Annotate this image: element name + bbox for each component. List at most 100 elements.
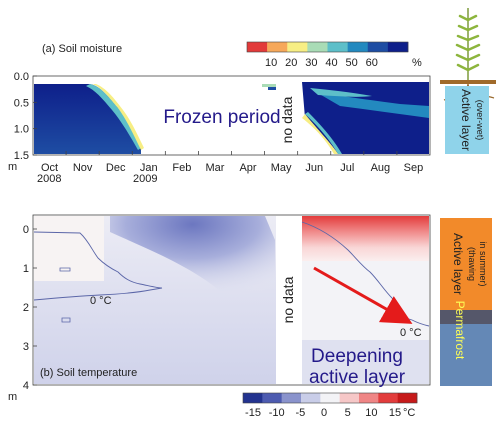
panel-soil-temperature: 0 °C 0 °C no data Deepening active layer…: [8, 214, 431, 419]
nodata-a-label: no data: [279, 96, 295, 143]
temperature-colorbar: -15 -10 -5 0 5 10 15 °C: [242, 392, 418, 419]
deepening-label-1: Deepening: [311, 346, 403, 367]
moisture-colorbar-swatch: [267, 42, 288, 52]
temperature-colorbar-tick: -15: [245, 407, 261, 419]
month-label: Jun: [305, 162, 323, 174]
panel-a-ylabel: m: [8, 161, 17, 173]
month-label: Sep: [404, 162, 424, 174]
temp-right-warm-top: [302, 216, 429, 261]
moisture-right-edge2: [305, 112, 342, 154]
temperature-colorbar-unit: °C: [403, 407, 415, 419]
moisture-left-fringe: [86, 84, 141, 150]
moisture-colorbar-tick: 30: [305, 57, 317, 69]
moisture-may-patch: [262, 84, 276, 87]
permafrost-label: Permafrost: [453, 301, 467, 360]
active-layer-top-note: (over-wet): [475, 100, 485, 141]
y-tick-label-b: 1: [23, 263, 29, 275]
moisture-right-edge: [302, 114, 338, 154]
temperature-colorbar-frame: [242, 392, 418, 404]
temperature-colorbar-swatch: [339, 393, 360, 403]
active-layer-bottom-note-2: in summer): [478, 241, 488, 286]
temperature-colorbar-swatch: [359, 393, 379, 403]
month-label: Apr: [239, 162, 256, 174]
month-label: Jul: [340, 162, 354, 174]
moisture-colorbar-swatch: [327, 42, 348, 52]
moisture-left-region: [34, 84, 141, 154]
month-label: Jan: [140, 162, 158, 174]
active-layer-bottom-box: [440, 218, 492, 310]
moisture-colorbar-swatch: [347, 42, 369, 52]
moisture-colorbar-tick: 10: [265, 57, 277, 69]
y-tick-label-b: 3: [23, 341, 29, 353]
zero-contour-left: [33, 231, 163, 301]
moisture-may-patch-2: [268, 87, 276, 90]
moisture-colorbar: 10 20 30 40 50 60%: [246, 41, 422, 69]
moisture-colorbar-tick: 50: [346, 57, 358, 69]
month-label: Dec: [106, 162, 126, 174]
month-label: Aug: [371, 162, 391, 174]
panel-a-y-axis: 0.0 0.5 1.0 1.5: [14, 71, 37, 162]
zero-contour-dot: [61, 317, 71, 323]
temperature-colorbar-swatch: [281, 393, 302, 403]
moisture-colorbar-swatch: [247, 42, 268, 52]
temperature-colorbar-tick: 10: [365, 407, 377, 419]
temperature-colorbar-tick: 0: [321, 407, 327, 419]
y-tick-label-a: 0.0: [14, 71, 29, 83]
deepening-label-2: active layer: [309, 367, 406, 388]
active-layer-top-label: Active layer: [459, 89, 473, 151]
moisture-colorbar-swatch: [367, 42, 389, 52]
zero-contour-right: [301, 221, 430, 327]
temperature-colorbar-tick: 15: [389, 407, 401, 419]
month-label: May: [271, 162, 292, 174]
month-label: Feb: [172, 162, 191, 174]
panel-a-x-axis: Oct Nov Dec Jan Feb Mar Apr May Jun Jul Aug Sep: [41, 151, 423, 174]
y-tick-label-b: 0: [23, 224, 29, 236]
moisture-right-light: [310, 88, 372, 97]
year-label-2009: 2009: [133, 173, 157, 185]
moisture-colorbar-swatch: [387, 42, 409, 52]
side-legend: Active layer (over-wet) Active layer (th…: [440, 8, 496, 386]
year-label-2008: 2008: [37, 173, 61, 185]
moisture-colorbar-tick: 40: [325, 57, 337, 69]
active-layer-bottom-note-1: (thawing: [467, 247, 477, 281]
moisture-colorbar-swatch: [307, 42, 328, 52]
permafrost-box: [440, 324, 492, 386]
temperature-colorbar-swatch: [320, 393, 340, 403]
deepening-arrow: [313, 266, 413, 324]
temp-right-lower: [302, 340, 429, 384]
temperature-colorbar-tick: -10: [269, 407, 285, 419]
moisture-colorbar-frame: [246, 41, 409, 53]
temperature-colorbar-swatch: [301, 393, 321, 403]
temperature-colorbar-tick: 5: [345, 407, 351, 419]
active-layer-bottom-label: Active layer: [451, 233, 465, 295]
panel-a-title: (a) Soil moisture: [42, 43, 122, 55]
frozen-label: Frozen period: [163, 107, 280, 128]
moisture-colorbar-tick: 20: [285, 57, 297, 69]
moisture-colorbar-unit: %: [412, 57, 422, 69]
y-tick-label-b: 2: [23, 302, 29, 314]
panel-b-title: (b) Soil temperature: [40, 367, 137, 379]
month-label: Oct: [41, 162, 58, 174]
moisture-left-edge: [92, 84, 144, 150]
moisture-right-mid: [316, 92, 429, 118]
panel-soil-moisture: (a) Soil moisture Frozen period no data …: [8, 41, 431, 185]
temperature-colorbar-swatch: [262, 393, 282, 403]
y-tick-label-a: 1.5: [14, 150, 29, 162]
zero-label-left: 0 °C: [90, 295, 112, 307]
zero-label-right: 0 °C: [400, 327, 422, 339]
y-tick-label-a: 1.0: [14, 124, 29, 136]
moisture-colorbar-swatch: [287, 42, 308, 52]
temp-cold-core: [110, 216, 275, 300]
month-label: Nov: [73, 162, 93, 174]
panel-b-y-axis: 0 1 2 3 4: [23, 224, 37, 392]
active-layer-top-box: [445, 86, 489, 154]
panel-b-ylabel: m: [8, 391, 17, 403]
temperature-colorbar-swatch: [243, 393, 263, 403]
month-label: Mar: [205, 162, 224, 174]
layer-separator: [440, 310, 492, 324]
nodata-b-label: no data: [280, 276, 296, 323]
temperature-colorbar-swatch: [378, 393, 398, 403]
temperature-colorbar-tick: -5: [295, 407, 305, 419]
y-tick-label-a: 0.5: [14, 97, 29, 109]
